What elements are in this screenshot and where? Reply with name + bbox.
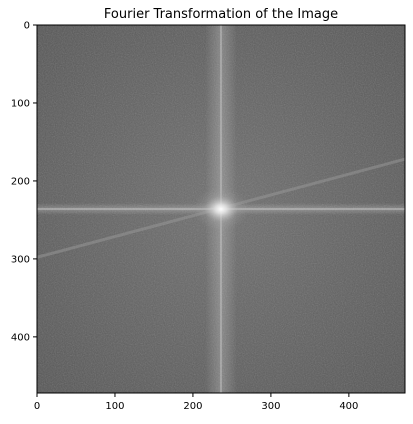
y-axis: 0 100 200 300 400 [11,21,37,343]
x-tick-label: 0 [34,401,40,412]
x-tick-label: 200 [183,401,202,412]
chart-title: Fourier Transformation of the Image [104,7,338,22]
y-tick-label: 0 [24,21,30,32]
y-tick-label: 400 [11,332,30,343]
dc-peak-glow [193,187,249,231]
plot-frame [36,24,406,394]
y-tick-label: 300 [11,254,30,265]
spectrum-image [37,25,405,393]
x-tick-label: 400 [339,401,358,412]
x-tick-label: 100 [105,401,124,412]
y-tick-label: 100 [11,98,30,109]
y-tick-label: 200 [11,176,30,187]
x-axis: 0 100 200 300 400 [34,393,358,412]
x-tick-label: 300 [261,401,280,412]
